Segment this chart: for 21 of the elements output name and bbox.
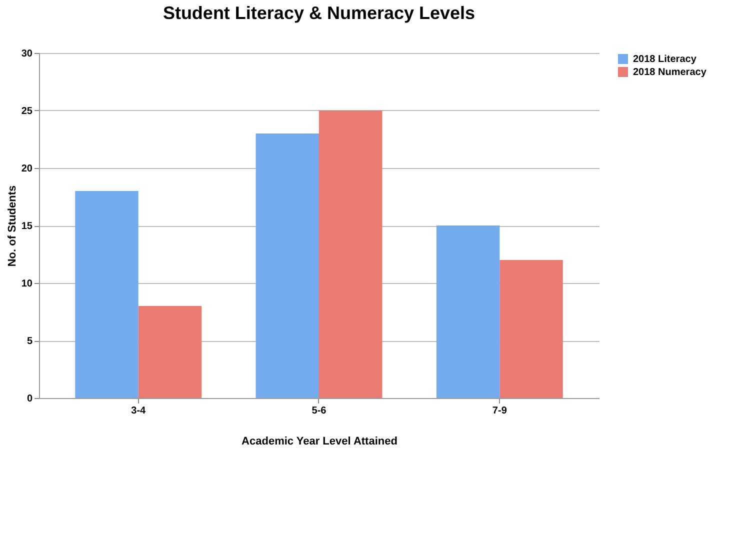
y-tick-label: 20 [21,164,33,174]
legend-label: 2018 Numeracy [633,67,707,78]
x-axis-title: Academic Year Level Attained [242,436,398,448]
x-tick-label: 5-6 [312,406,327,416]
bar [500,260,563,398]
y-axis-title: No. of Students [6,185,18,267]
x-tick-label: 3-4 [131,406,146,416]
bar [138,306,202,398]
y-tick-label: 30 [21,48,33,60]
bar [436,226,500,398]
legend-label: 2018 Literacy [633,54,697,65]
y-tick-label: 25 [21,106,33,117]
y-tick-label: 10 [21,278,33,290]
y-tick-label: 0 [26,394,33,404]
x-tick-label: 7-9 [492,406,508,416]
y-tick-label: 5 [26,336,33,347]
y-tick-label: 15 [21,221,33,232]
bar [75,191,138,398]
chart-title: Student Literacy & Numeracy Levels [162,3,476,23]
bar [319,110,382,398]
bar [256,134,319,398]
